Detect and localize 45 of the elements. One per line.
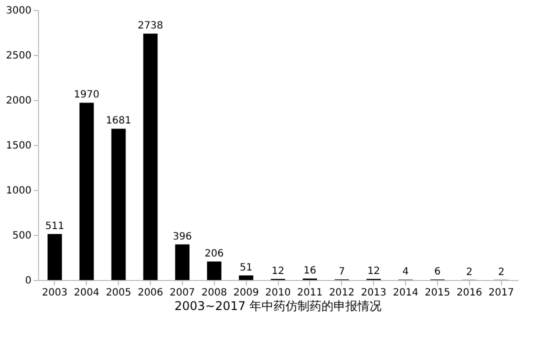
data-label: 7: [338, 266, 345, 278]
x-tick-label: 2006: [138, 288, 164, 298]
data-label: 1970: [74, 90, 100, 101]
data-label: 2: [498, 266, 504, 278]
data-label: 12: [272, 266, 284, 277]
bar: [48, 234, 62, 280]
data-label: 51: [240, 262, 252, 274]
x-tick-label: 2012: [329, 288, 355, 298]
y-tick-label: 500: [12, 230, 32, 242]
data-label: 16: [304, 266, 316, 277]
data-label: 1681: [106, 116, 132, 127]
x-tick-label: 2017: [488, 288, 514, 298]
x-tick-label: 2010: [265, 288, 291, 298]
y-tick-label: 1500: [6, 140, 32, 152]
x-tick-label: 2009: [233, 288, 259, 298]
y-tick-label: 2500: [6, 50, 32, 62]
bar: [79, 102, 94, 280]
data-label: 12: [367, 266, 380, 277]
y-tick-label: 2000: [6, 96, 32, 106]
bar: [175, 244, 190, 280]
data-label: 396: [172, 231, 192, 242]
x-tick-label: 2016: [456, 288, 482, 298]
bar: [238, 275, 254, 280]
bar: [143, 34, 158, 280]
data-label: 511: [45, 221, 64, 232]
y-tick-label: 3000: [6, 6, 32, 16]
x-tick-label: 2007: [170, 288, 196, 298]
x-tick-label: 2015: [424, 288, 450, 298]
y-tick-label: 1000: [6, 186, 32, 196]
data-label: 206: [204, 248, 224, 260]
text: 2003~2017 年中药仿制药的申报情况: [174, 299, 382, 313]
x-tick-label: 2004: [74, 288, 100, 298]
data-label: 2738: [138, 20, 164, 32]
x-tick-label: 2008: [201, 288, 227, 298]
x-tick-label: 2013: [360, 288, 386, 298]
x-tick-label: 2014: [392, 288, 418, 298]
x-tick-label: 2003: [42, 288, 68, 298]
data-label: 2: [466, 266, 473, 278]
data-label: 6: [434, 266, 441, 278]
y-tick-label: 0: [25, 276, 32, 286]
data-label: 4: [402, 266, 409, 278]
x-tick-label: 2011: [297, 288, 323, 298]
x-tick-label: 2005: [106, 288, 132, 298]
bar: [111, 128, 126, 280]
bar: [207, 261, 222, 280]
